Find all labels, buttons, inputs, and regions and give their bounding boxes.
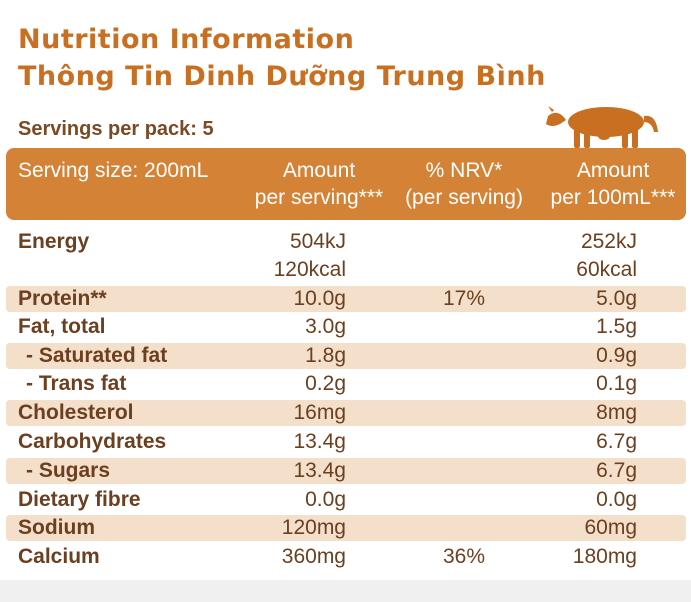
header-amount-per-100ml: Amount per 100mL*** bbox=[540, 157, 686, 211]
row-name: Calcium bbox=[18, 545, 100, 568]
row-amount: 0.2g bbox=[305, 372, 346, 395]
header-amount-line2: per serving*** bbox=[254, 186, 384, 209]
header-per100-line2: per 100mL*** bbox=[550, 186, 676, 209]
row-name: Cholesterol bbox=[18, 401, 134, 424]
header-per100-line1: Amount bbox=[576, 159, 650, 182]
header-serving-size: Serving size: 200mL bbox=[18, 159, 209, 182]
row-per100: 6.7g bbox=[596, 430, 637, 453]
row-amount: 13.4g bbox=[293, 430, 346, 453]
row-name: Fat, total bbox=[18, 315, 106, 338]
header-amount-per-serving: Amount per serving*** bbox=[234, 157, 404, 211]
row-name: Dietary fibre bbox=[18, 488, 141, 511]
row-per100: 8mg bbox=[596, 401, 637, 424]
row-name: Sodium bbox=[18, 516, 95, 539]
header-nrv-line2: (per serving) bbox=[405, 186, 523, 209]
row-name: - Saturated fat bbox=[26, 344, 168, 367]
row-amount: 16mg bbox=[293, 401, 346, 424]
header-nrv-line1: % NRV* bbox=[425, 159, 503, 182]
row-amount: 10.0g bbox=[293, 287, 346, 310]
cow-icon bbox=[546, 106, 658, 148]
row-band bbox=[6, 343, 686, 369]
row-name: Energy bbox=[18, 230, 90, 253]
row-per100: 0.9g bbox=[596, 344, 637, 367]
header-amount-line1: Amount bbox=[282, 159, 356, 182]
row-per100: 0.1g bbox=[596, 372, 637, 395]
row-per100: 5.0g bbox=[596, 287, 637, 310]
row-per100: 0.0g bbox=[596, 488, 637, 511]
row-per100: 6.7g bbox=[596, 459, 637, 482]
row-amount: 0.0g bbox=[305, 488, 346, 511]
title-english: Nutrition Information bbox=[18, 24, 355, 55]
row-nrv: 17% bbox=[442, 287, 486, 310]
row-amount: 360mg bbox=[281, 545, 346, 568]
row-band bbox=[6, 400, 686, 426]
row-name: - Trans fat bbox=[26, 372, 127, 395]
servings-per-pack: Servings per pack: 5 bbox=[18, 118, 214, 140]
row-amount: 120mg bbox=[281, 516, 346, 539]
table-header-bar bbox=[6, 148, 686, 220]
title-vietnamese: Thông Tin Dinh Dưỡng Trung Bình bbox=[18, 61, 546, 92]
row-per100: 60kcal bbox=[576, 258, 637, 281]
row-per100: 252kJ bbox=[580, 230, 637, 253]
bottom-strip bbox=[0, 580, 691, 602]
row-name: Carbohydrates bbox=[18, 430, 167, 453]
row-band bbox=[6, 286, 686, 312]
row-amount: 13.4g bbox=[293, 459, 346, 482]
row-per100: 180mg bbox=[572, 545, 637, 568]
row-amount: 3.0g bbox=[305, 315, 346, 338]
row-per100: 60mg bbox=[584, 516, 637, 539]
row-band bbox=[6, 515, 686, 541]
row-amount: 1.8g bbox=[305, 344, 346, 367]
row-name: - Sugars bbox=[26, 459, 111, 482]
row-nrv: 36% bbox=[442, 545, 486, 568]
row-per100: 1.5g bbox=[596, 315, 637, 338]
header-nrv: % NRV* (per serving) bbox=[396, 157, 532, 211]
row-amount: 120kcal bbox=[273, 258, 346, 281]
row-band bbox=[6, 458, 686, 484]
row-amount: 504kJ bbox=[289, 230, 346, 253]
row-name: Protein** bbox=[18, 287, 107, 310]
